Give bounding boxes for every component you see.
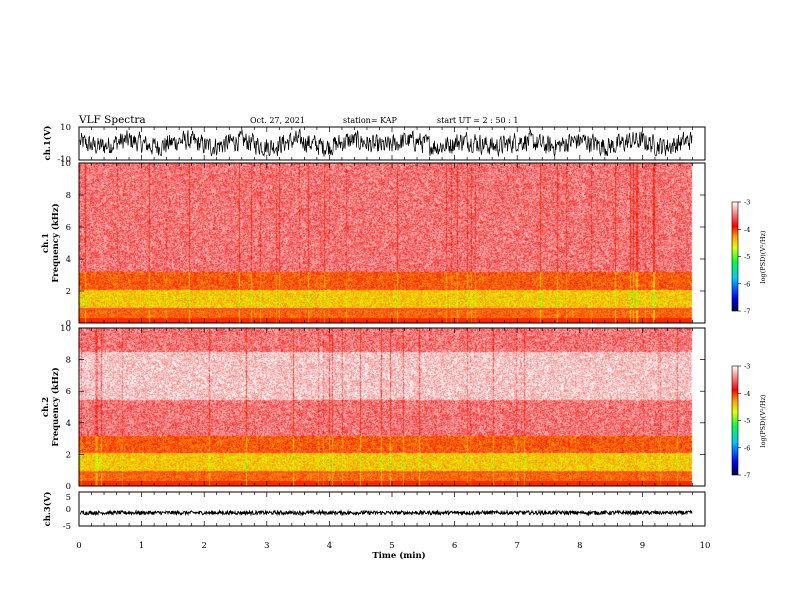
ch3-waveform-line	[79, 509, 693, 517]
time-tick-label: 0	[76, 541, 81, 551]
ch1-colorbar-gradient	[731, 201, 739, 312]
start-time-label: start UT = 2 : 50 : 1	[437, 116, 518, 125]
frequency-tick-label: 6	[66, 387, 71, 397]
ch1-colorbar-ticks: -3 -4 -5 -6 -7	[738, 199, 750, 316]
ch1-ytick-top: 10	[60, 123, 71, 133]
time-tick-label: 10	[700, 541, 711, 551]
frequency-tick-label: 2	[66, 450, 71, 460]
frequency-tick-label: 2	[66, 287, 71, 297]
ch3-waveform-panel: 5 0 -5 ch.3(V) 0 1 2 3 4 5 6 7 8 9 10 Time (min)	[42, 491, 710, 561]
ch3-ytick-top: 5	[66, 493, 71, 503]
ch1-waveform-panel: 10 -10 ch.1(V)	[42, 123, 706, 165]
time-tick-label: 4	[327, 541, 332, 551]
time-axis-label: Time (min)	[372, 550, 425, 561]
ch2-spectrogram-panel: 0 2 4 6 8 10 ch.2 Frequency (kHz)	[41, 324, 706, 492]
ch3-ytick-bottom: -5	[63, 522, 71, 532]
ch2-colorbar-ticks: -3 -4 -5 -6 -7	[738, 363, 750, 480]
time-tick-label: 8	[577, 541, 582, 551]
ch2-spectrogram-ylabel-channel: ch.2	[41, 397, 51, 417]
time-tick-label: 1	[139, 541, 144, 551]
ch1-waveform-ticks	[78, 127, 706, 160]
ch2-colorbar: -3 -4 -5 -6 -7 log(PSD)(V²/Hz)	[731, 363, 767, 480]
frequency-tick-label: 0	[66, 482, 71, 492]
ch2-spectrogram-ylabel-frequency: Frequency (kHz)	[50, 367, 61, 446]
ch3-ytick-middle: 0	[66, 505, 71, 515]
time-tick-label: 5	[389, 541, 394, 551]
ch1-spectrogram-ticks	[78, 163, 706, 323]
time-tick-label: 6	[452, 541, 457, 551]
frequency-tick-label: 10	[60, 324, 71, 334]
frequency-tick-label: 8	[66, 356, 71, 366]
time-tick-label: 7	[514, 541, 519, 551]
colorbar-tick-label: -5	[744, 253, 750, 261]
ch2-spectrogram-image	[79, 328, 705, 486]
station-label: station= KAP	[343, 116, 398, 125]
ch1-ytick-bottom: -10	[57, 155, 71, 165]
colorbar-tick-label: -6	[744, 444, 750, 452]
colorbar-tick-label: -4	[744, 226, 750, 234]
frequency-tick-label: 10	[60, 159, 71, 169]
ch3-waveform-frame	[78, 491, 706, 527]
ch1-waveform-line	[79, 128, 693, 157]
ch3-waveform-ylabel: ch.3(V)	[42, 492, 53, 527]
time-tick-label: 9	[640, 541, 645, 551]
time-axis-ticklabels: 0 1 2 3 4 5 6 7 8 9 10	[76, 541, 710, 551]
ch2-colorbar-gradient	[731, 365, 739, 476]
ch2-colorbar-label: log(PSD)(V²/Hz)	[759, 394, 767, 447]
colorbar-tick-label: -3	[744, 199, 750, 207]
colorbar-tick-label: -7	[744, 472, 750, 480]
ch1-colorbar: -3 -4 -5 -6 -7 log(PSD)(V²/Hz)	[731, 199, 767, 316]
colorbar-tick-label: -3	[744, 363, 750, 371]
colorbar-tick-label: -6	[744, 280, 750, 288]
frequency-tick-label: 0	[66, 319, 71, 329]
ch1-spectrogram-yticklabels: 0 2 4 6 8 10	[60, 159, 705, 329]
ch2-spectrogram-ticks	[78, 328, 706, 486]
date-label: Oct. 27, 2021	[250, 116, 305, 125]
ch3-waveform-ticks	[78, 492, 706, 526]
ch1-colorbar-label: log(PSD)(V²/Hz)	[759, 230, 767, 283]
chart-title: VLF Spectra	[78, 114, 146, 126]
ch1-spectrogram-image	[79, 163, 705, 323]
colorbar-tick-label: -5	[744, 417, 750, 425]
ch2-spectrogram-yticklabels: 0 2 4 6 8 10	[60, 324, 705, 492]
frequency-tick-label: 6	[66, 223, 71, 233]
time-tick-label: 2	[201, 541, 206, 551]
time-tick-label: 3	[264, 541, 269, 551]
ch1-waveform-ylabel: ch.1(V)	[42, 126, 53, 161]
ch1-spectrogram-ylabel-frequency: Frequency (kHz)	[50, 203, 61, 282]
colorbar-tick-label: -7	[744, 308, 750, 316]
frequency-tick-label: 4	[66, 255, 71, 265]
frequency-tick-label: 4	[66, 419, 71, 429]
ch1-spectrogram-ylabel-channel: ch.1	[41, 233, 51, 253]
frequency-tick-label: 8	[66, 191, 71, 201]
colorbar-tick-label: -4	[744, 390, 750, 398]
ch1-spectrogram-panel: 0 2 4 6 8 10 ch.1 Frequency (kHz)	[41, 159, 706, 329]
